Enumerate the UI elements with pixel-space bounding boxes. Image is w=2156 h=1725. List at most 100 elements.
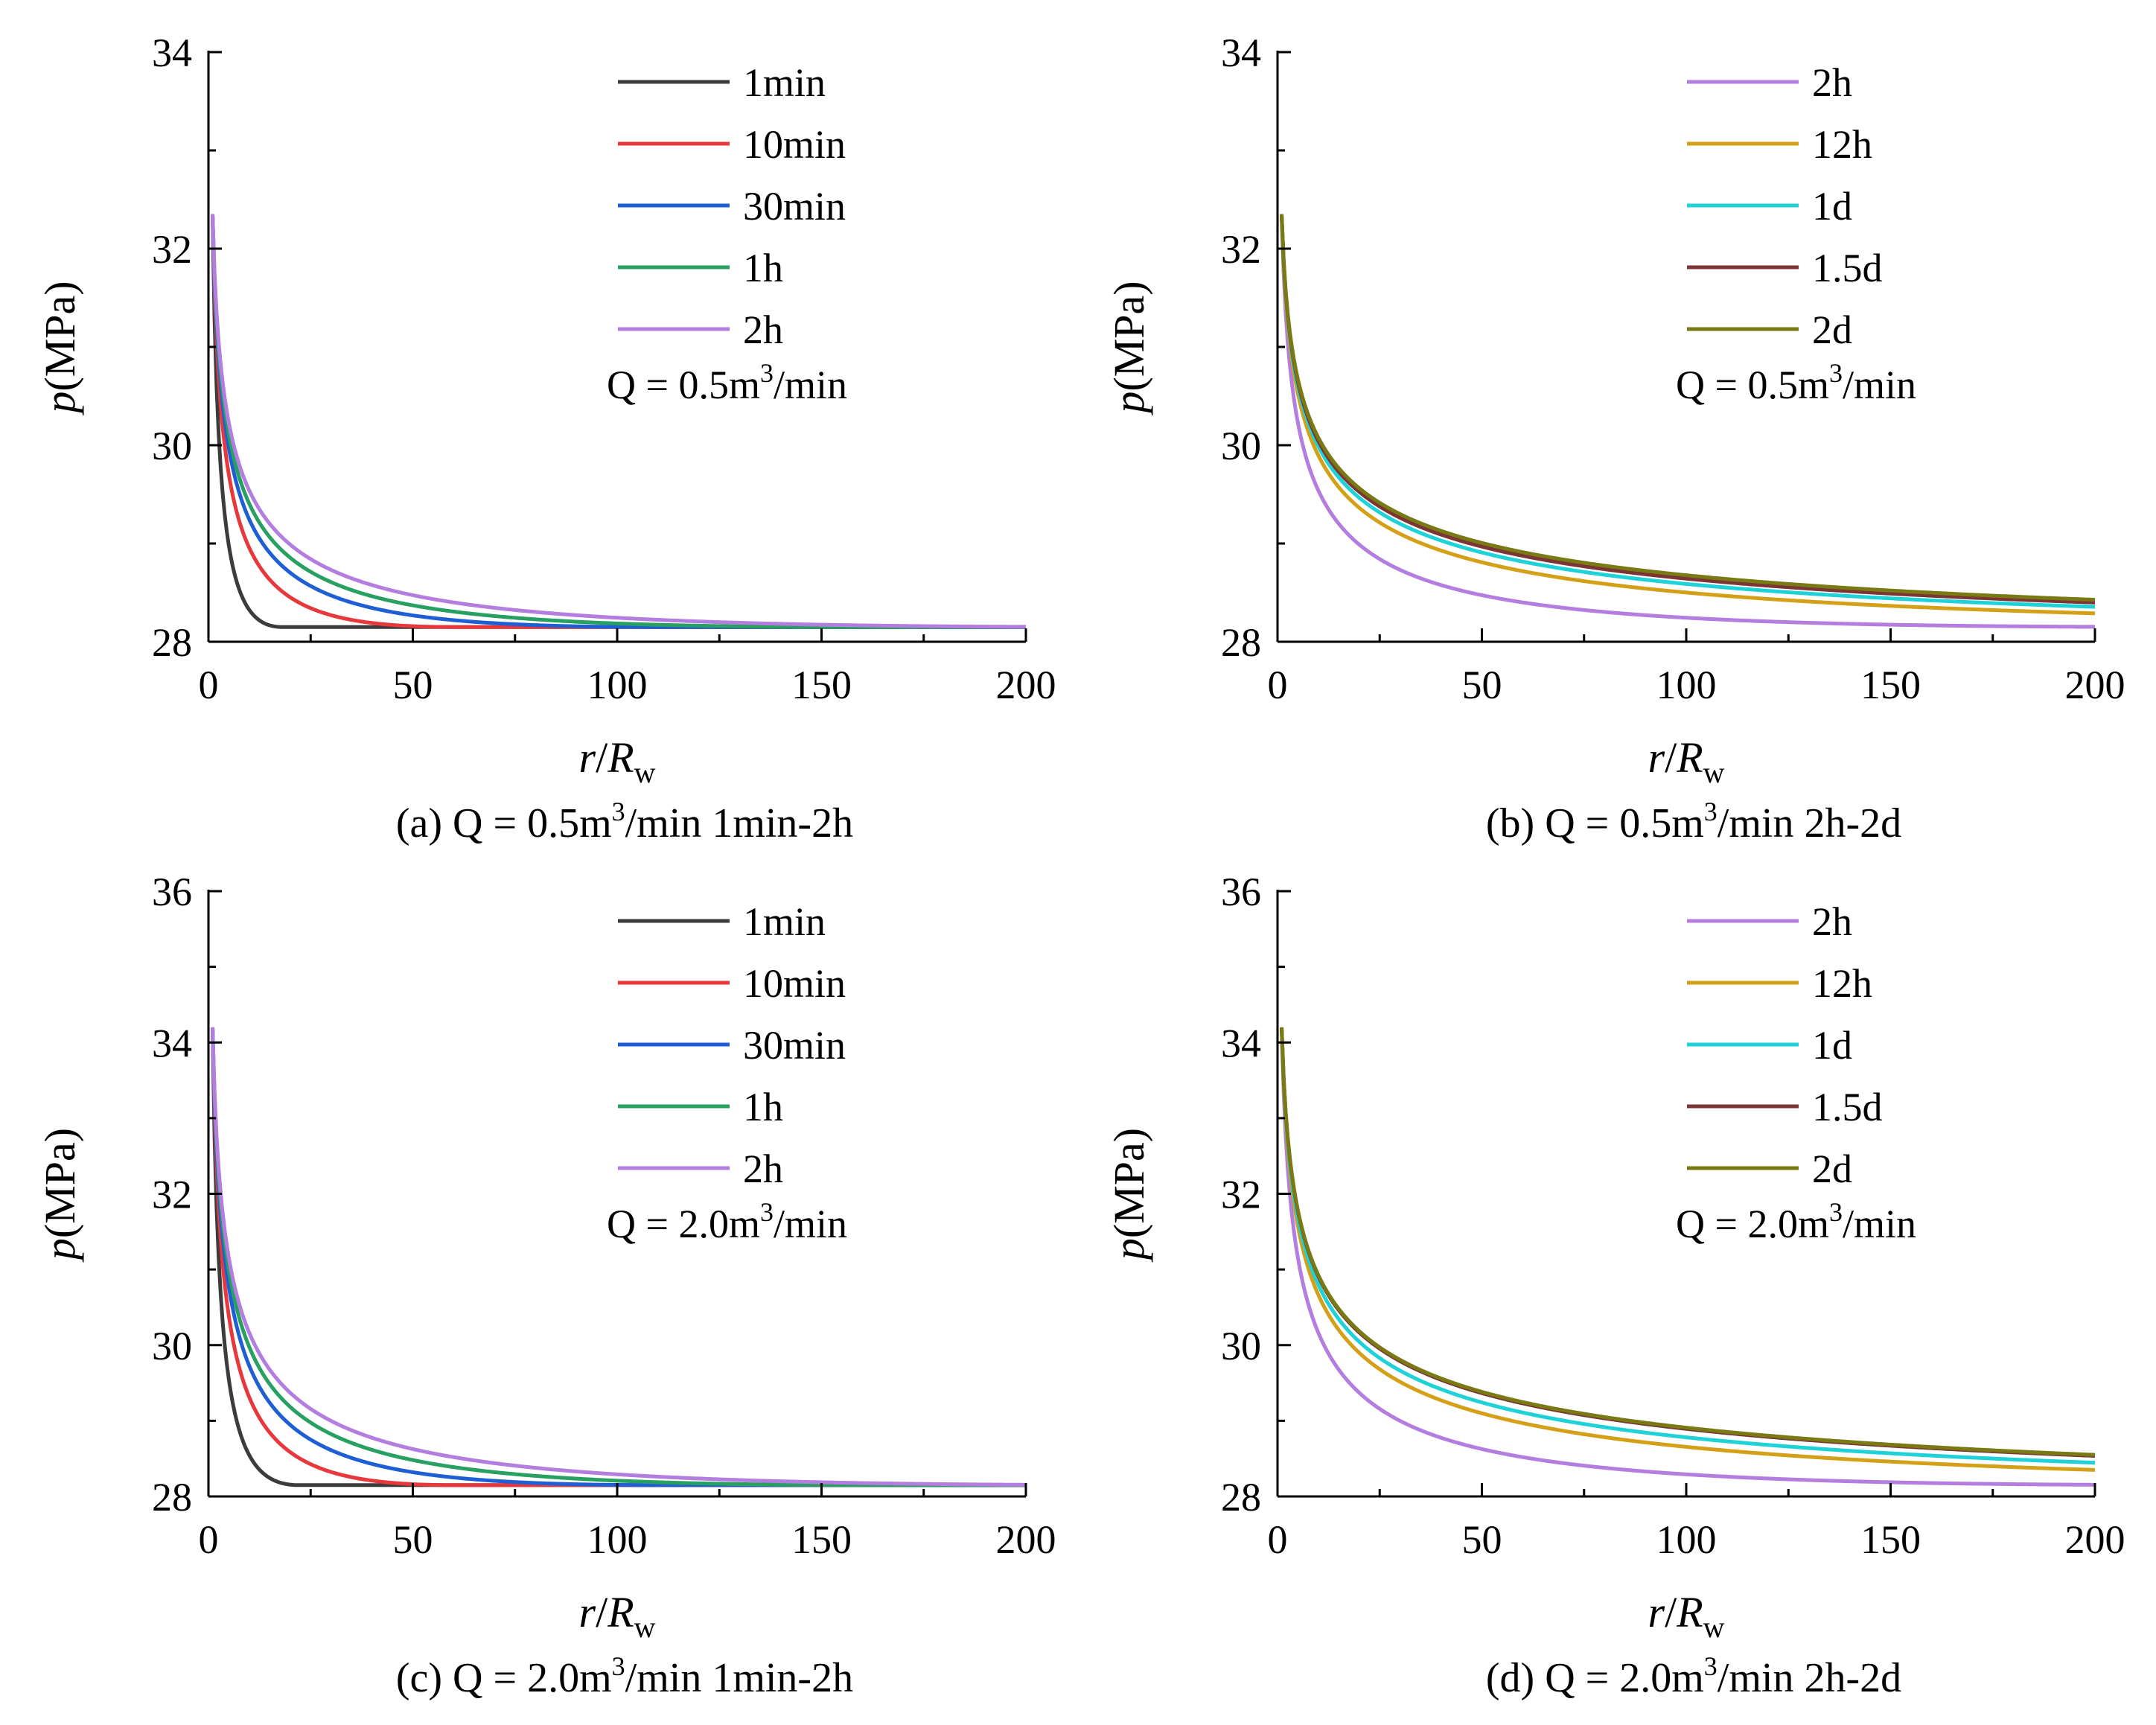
y-axis-title: p(MPa) bbox=[36, 1128, 84, 1263]
series-line-2h bbox=[210, 1027, 1027, 1487]
x-axis-title: r/Rw bbox=[578, 1588, 655, 1644]
y-tick-label: 36 bbox=[1221, 870, 1261, 914]
annotation-superscript: 3 bbox=[1829, 1197, 1843, 1227]
y-axis-unit: (MPa) bbox=[36, 1128, 84, 1238]
legend-label-2h: 2h bbox=[1812, 60, 1852, 105]
y-tick-label: 32 bbox=[1221, 227, 1261, 272]
x-tick-label: 0 bbox=[199, 663, 219, 707]
flow-rate-annotation: Q = 0.5m3/min bbox=[607, 358, 847, 407]
series-line-12h bbox=[1279, 214, 2096, 616]
legend-label-1min: 1min bbox=[743, 899, 826, 944]
legend-label-1d: 1d bbox=[1812, 184, 1852, 229]
y-tick-label: 34 bbox=[1221, 1021, 1261, 1065]
series-line-30min bbox=[210, 214, 1026, 629]
x-axis-title: r/Rw bbox=[578, 733, 655, 789]
annotation-superscript: 3 bbox=[1829, 358, 1843, 388]
series-line-12h bbox=[1279, 1027, 2096, 1472]
x-axis-slash: / bbox=[596, 733, 608, 782]
annotation-superscript: 3 bbox=[760, 358, 774, 388]
y-tick-label: 34 bbox=[152, 1021, 192, 1065]
x-tick-label: 200 bbox=[2065, 663, 2125, 707]
chart-panel-b: 28 30 32 34 0 50 100 150 200 p(MPa) r/Rw 2h 12h 1d 1.5… bbox=[1105, 31, 2125, 846]
y-tick-label: 34 bbox=[152, 31, 192, 75]
x-tick-label: 0 bbox=[1268, 663, 1288, 707]
y-axis-symbol: p bbox=[36, 1238, 84, 1263]
legend-label-1.5d: 1.5d bbox=[1812, 1085, 1883, 1129]
y-tick-label: 28 bbox=[152, 1475, 192, 1520]
x-axis-symbol-r: r bbox=[578, 1588, 596, 1636]
x-axis-symbol-r: r bbox=[1648, 733, 1665, 782]
annotation-unit: /min bbox=[1843, 363, 1916, 407]
y-axis-title: p(MPa) bbox=[1105, 1128, 1153, 1263]
x-tick-label: 150 bbox=[791, 663, 852, 707]
x-tick-label: 100 bbox=[1656, 663, 1717, 707]
y-axis-unit: (MPa) bbox=[1105, 1128, 1153, 1238]
y-tick-label: 30 bbox=[1221, 424, 1261, 468]
series-line-30min bbox=[210, 1027, 1026, 1488]
x-tick-label: 200 bbox=[996, 1517, 1056, 1562]
x-tick-label: 150 bbox=[1860, 663, 1921, 707]
x-tick-label: 100 bbox=[1656, 1517, 1717, 1562]
legend-label-12h: 12h bbox=[1812, 122, 1872, 167]
series-line-2d bbox=[1279, 214, 2096, 602]
legend-label-2h: 2h bbox=[743, 1147, 783, 1191]
caption-text: (b) Q = 0.5m bbox=[1486, 800, 1704, 846]
caption-tail: /min 2h-2d bbox=[1718, 1655, 1901, 1701]
x-tick-label: 50 bbox=[1462, 663, 1502, 707]
panel-caption: (c) Q = 2.0m3/min 1min-2h bbox=[396, 1651, 853, 1701]
y-tick-label: 30 bbox=[152, 424, 192, 468]
y-tick-label: 32 bbox=[152, 1173, 192, 1217]
legend-label-2d: 2d bbox=[1812, 307, 1852, 352]
series-line-2d bbox=[1279, 1027, 2096, 1457]
legend-label-1h: 1h bbox=[743, 246, 783, 290]
annotation-superscript: 3 bbox=[760, 1197, 774, 1227]
y-axis-symbol: p bbox=[1105, 1238, 1153, 1263]
annotation-text: Q = 2.0m bbox=[607, 1202, 760, 1246]
legend-label-2h: 2h bbox=[743, 307, 783, 352]
series-line-1d bbox=[1279, 1027, 2096, 1465]
series-line-10min bbox=[210, 214, 1026, 629]
series-line-2h bbox=[210, 214, 1027, 629]
series-line-10min bbox=[210, 1027, 1026, 1488]
x-tick-label: 100 bbox=[587, 1517, 648, 1562]
annotation-text: Q = 2.0m bbox=[1676, 1202, 1829, 1246]
x-axis-symbol-r: r bbox=[1648, 1588, 1665, 1636]
y-axis-title: p(MPa) bbox=[36, 281, 84, 415]
y-axis-unit: (MPa) bbox=[36, 281, 84, 391]
caption-superscript: 3 bbox=[1704, 797, 1718, 826]
legend-label-1.5d: 1.5d bbox=[1812, 246, 1883, 290]
y-axis-symbol: p bbox=[1105, 392, 1153, 416]
legend-label-1min: 1min bbox=[743, 60, 826, 105]
y-tick-label: 32 bbox=[1221, 1173, 1261, 1217]
flow-rate-annotation: Q = 0.5m3/min bbox=[1676, 358, 1916, 407]
x-axis-symbol-R: R bbox=[1676, 1588, 1703, 1636]
series-line-1h bbox=[210, 1027, 1026, 1488]
legend-label-12h: 12h bbox=[1812, 961, 1872, 1006]
caption-superscript: 3 bbox=[612, 797, 625, 826]
y-tick-label: 36 bbox=[152, 870, 192, 914]
y-tick-label: 28 bbox=[1221, 620, 1261, 665]
panel-caption: (d) Q = 2.0m3/min 2h-2d bbox=[1486, 1651, 1901, 1701]
y-tick-label: 30 bbox=[152, 1324, 192, 1368]
chart-panel-a: 28 30 32 34 0 50 100 150 200 p(MPa) r/Rw 1min 10min 3… bbox=[36, 31, 1056, 846]
x-tick-label: 200 bbox=[996, 663, 1056, 707]
x-tick-label: 50 bbox=[1462, 1517, 1502, 1562]
x-axis-subscript: w bbox=[1703, 1610, 1725, 1644]
y-tick-label: 30 bbox=[1221, 1324, 1261, 1368]
flow-rate-annotation: Q = 2.0m3/min bbox=[1676, 1197, 1916, 1246]
x-axis-symbol-R: R bbox=[607, 733, 634, 782]
legend-label-30min: 30min bbox=[743, 1023, 846, 1068]
legend-label-2d: 2d bbox=[1812, 1147, 1852, 1191]
caption-text: (d) Q = 2.0m bbox=[1486, 1655, 1704, 1701]
series-line-1.5d bbox=[1279, 214, 2096, 605]
x-axis-subscript: w bbox=[634, 756, 656, 789]
annotation-unit: /min bbox=[774, 1202, 847, 1246]
series-line-1min bbox=[210, 1027, 1026, 1488]
caption-tail: /min 1min-2h bbox=[625, 1655, 853, 1701]
x-tick-label: 150 bbox=[1860, 1517, 1921, 1562]
legend-label-30min: 30min bbox=[743, 184, 846, 229]
panel-caption: (b) Q = 0.5m3/min 2h-2d bbox=[1486, 797, 1901, 846]
y-tick-label: 32 bbox=[152, 227, 192, 272]
x-axis-slash: / bbox=[1665, 733, 1677, 782]
